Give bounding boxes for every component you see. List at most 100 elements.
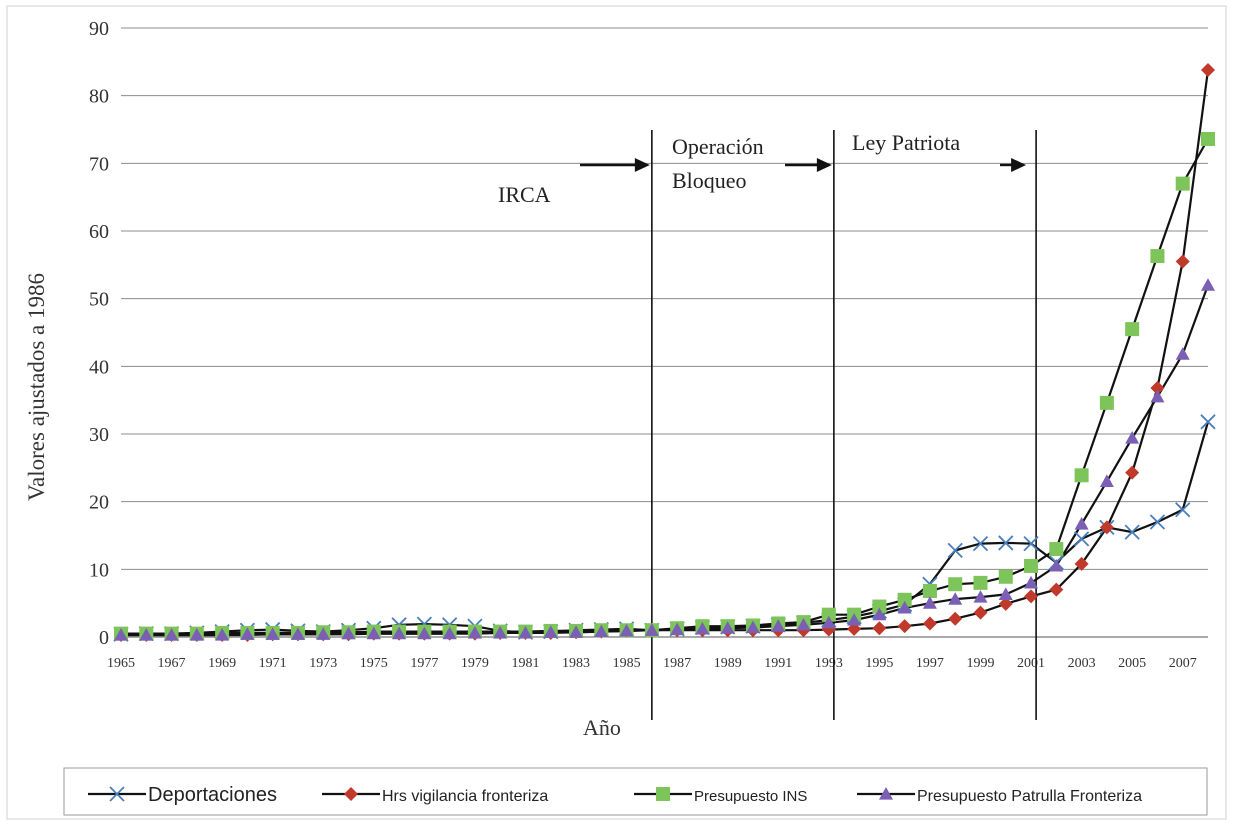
annotation-arrow bbox=[580, 158, 650, 172]
legend-box bbox=[63, 767, 1208, 816]
data-point bbox=[1049, 582, 1064, 597]
data-point bbox=[1073, 531, 1090, 547]
data-point bbox=[1049, 542, 1064, 557]
x-axis-label: Año bbox=[583, 715, 621, 740]
x-tick-labels: 1965 1967 1969 1971 1973 1975 1977 1979 1981 1983… bbox=[107, 656, 1197, 671]
data-point bbox=[998, 535, 1014, 551]
data-point bbox=[656, 787, 670, 801]
annotation-label: Operación bbox=[672, 134, 764, 159]
x-tick-label: 1983 bbox=[562, 656, 590, 671]
data-point bbox=[973, 590, 988, 603]
data-point bbox=[948, 611, 963, 626]
data-point bbox=[543, 625, 558, 638]
data-point bbox=[1200, 414, 1216, 430]
data-point bbox=[417, 626, 432, 640]
y-tick-label: 70 bbox=[89, 153, 109, 175]
chart-frame bbox=[6, 5, 1227, 820]
x-tick-label: 1971 bbox=[259, 656, 287, 671]
data-point bbox=[1024, 558, 1039, 573]
data-point bbox=[998, 587, 1013, 600]
data-point bbox=[1049, 558, 1064, 572]
data-point bbox=[897, 619, 912, 634]
data-point bbox=[695, 621, 710, 635]
y-tick-label: 50 bbox=[89, 289, 109, 311]
x-tick-label: 2001 bbox=[1017, 656, 1045, 671]
data-point bbox=[240, 627, 255, 640]
y-tick-label: 0 bbox=[99, 627, 109, 649]
data-point bbox=[189, 627, 204, 641]
annotation-label: Bloqueo bbox=[672, 168, 747, 193]
data-point bbox=[922, 596, 937, 609]
data-point bbox=[644, 623, 659, 636]
gridlines bbox=[121, 27, 1208, 638]
data-point bbox=[594, 624, 609, 638]
x-tick-label: 1969 bbox=[208, 656, 236, 671]
data-point bbox=[109, 786, 125, 802]
data-point bbox=[341, 626, 356, 640]
data-point bbox=[1150, 389, 1165, 403]
data-point bbox=[1201, 131, 1215, 146]
y-tick-label: 10 bbox=[89, 559, 109, 581]
data-point bbox=[771, 619, 786, 632]
legend-item: Presupuesto INS bbox=[634, 787, 807, 805]
data-point bbox=[972, 535, 989, 552]
data-point bbox=[1175, 176, 1190, 191]
data-point bbox=[518, 625, 533, 639]
data-point bbox=[947, 542, 963, 559]
data-point bbox=[1175, 502, 1191, 518]
series-markers bbox=[113, 62, 1216, 642]
data-point bbox=[493, 625, 508, 639]
data-point bbox=[879, 787, 893, 800]
data-point bbox=[1024, 589, 1039, 604]
data-point bbox=[1125, 431, 1140, 444]
data-point bbox=[1074, 516, 1089, 530]
legend-item: Deportaciones bbox=[88, 784, 277, 806]
x-tick-label: 1967 bbox=[158, 656, 186, 671]
x-tick-label: 1979 bbox=[461, 656, 489, 671]
data-point bbox=[1099, 520, 1114, 535]
data-point bbox=[1074, 468, 1089, 483]
data-point bbox=[1175, 347, 1190, 360]
data-point bbox=[114, 627, 128, 641]
data-point bbox=[998, 569, 1013, 584]
data-point bbox=[872, 599, 887, 614]
x-tick-label: 1981 bbox=[511, 656, 539, 671]
legend-item: Presupuesto Patrulla Fronteriza bbox=[857, 787, 1142, 805]
x-tick-label: 1975 bbox=[360, 656, 388, 671]
annotation-arrow bbox=[785, 158, 832, 172]
data-point bbox=[290, 627, 305, 640]
data-point bbox=[973, 575, 988, 590]
x-tick-label: 1999 bbox=[966, 656, 994, 671]
data-point bbox=[1175, 254, 1190, 269]
y-tick-labels: 0 10 20 30 40 50 60 70 80 90 bbox=[89, 18, 109, 649]
data-point bbox=[366, 626, 381, 640]
y-tick-label: 90 bbox=[89, 18, 109, 40]
data-point bbox=[467, 625, 482, 639]
data-point bbox=[872, 621, 887, 636]
legend-label: Deportaciones bbox=[148, 784, 277, 806]
data-point bbox=[720, 621, 735, 634]
annotations: IRCA Operación Bloqueo Ley Patriota bbox=[498, 130, 1027, 207]
data-point bbox=[872, 607, 887, 621]
data-point bbox=[948, 592, 963, 605]
data-point bbox=[1201, 62, 1215, 77]
data-point bbox=[316, 627, 331, 640]
data-point bbox=[265, 627, 280, 640]
x-tick-label: 1989 bbox=[714, 656, 742, 671]
annotation-arrow bbox=[1000, 158, 1027, 172]
y-tick-label: 30 bbox=[89, 424, 109, 446]
x-tick-label: 1965 bbox=[107, 656, 135, 671]
data-point bbox=[1150, 249, 1165, 264]
x-tick-label: 1977 bbox=[410, 656, 438, 671]
data-point bbox=[139, 627, 154, 641]
data-point bbox=[344, 787, 358, 801]
data-point bbox=[670, 622, 685, 636]
x-tick-label: 1995 bbox=[865, 656, 893, 671]
data-point bbox=[1125, 322, 1140, 337]
annotation-label: Ley Patriota bbox=[852, 130, 960, 155]
legend-item: Hrs vigilancia fronteriza bbox=[322, 787, 548, 805]
data-point bbox=[1023, 535, 1039, 552]
data-point bbox=[922, 583, 937, 598]
data-point bbox=[215, 627, 230, 641]
